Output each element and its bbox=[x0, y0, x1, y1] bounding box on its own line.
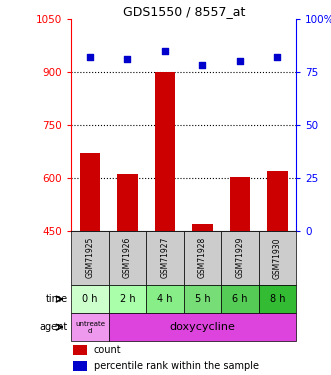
Point bbox=[87, 54, 93, 60]
Bar bbox=[221, 231, 259, 285]
Text: untreate
d: untreate d bbox=[75, 321, 105, 334]
Text: percentile rank within the sample: percentile rank within the sample bbox=[94, 361, 259, 371]
Text: GSM71930: GSM71930 bbox=[273, 237, 282, 279]
Text: 0 h: 0 h bbox=[82, 294, 98, 304]
Text: GSM71925: GSM71925 bbox=[85, 237, 94, 279]
Text: agent: agent bbox=[40, 322, 68, 332]
Bar bbox=[146, 231, 184, 285]
Point bbox=[275, 54, 280, 60]
Text: GSM71926: GSM71926 bbox=[123, 237, 132, 279]
Text: count: count bbox=[94, 345, 121, 355]
Text: 6 h: 6 h bbox=[232, 294, 248, 304]
Point bbox=[125, 56, 130, 62]
Text: 4 h: 4 h bbox=[157, 294, 173, 304]
Text: doxycycline: doxycycline bbox=[169, 322, 235, 332]
Bar bbox=[71, 231, 109, 285]
Point bbox=[237, 58, 243, 64]
Bar bbox=[184, 285, 221, 313]
Text: GSM71928: GSM71928 bbox=[198, 237, 207, 278]
Point bbox=[162, 48, 167, 54]
Bar bbox=[79, 153, 100, 231]
Bar bbox=[117, 174, 138, 231]
Text: 8 h: 8 h bbox=[270, 294, 285, 304]
Bar bbox=[109, 313, 296, 341]
Bar bbox=[259, 285, 296, 313]
Bar bbox=[71, 313, 109, 341]
Text: time: time bbox=[46, 294, 68, 304]
Bar bbox=[230, 177, 250, 231]
Text: 5 h: 5 h bbox=[195, 294, 210, 304]
Bar bbox=[259, 231, 296, 285]
Bar bbox=[109, 231, 146, 285]
Text: GSM71929: GSM71929 bbox=[235, 237, 245, 279]
Bar bbox=[184, 231, 221, 285]
Title: GDS1550 / 8557_at: GDS1550 / 8557_at bbox=[122, 4, 245, 18]
Bar bbox=[146, 285, 184, 313]
Bar bbox=[221, 285, 259, 313]
Bar bbox=[73, 361, 87, 371]
Bar bbox=[71, 285, 109, 313]
Bar bbox=[267, 171, 288, 231]
Text: 2 h: 2 h bbox=[119, 294, 135, 304]
Text: GSM71927: GSM71927 bbox=[161, 237, 169, 279]
Point bbox=[200, 62, 205, 68]
Bar bbox=[73, 345, 87, 355]
Bar bbox=[109, 285, 146, 313]
Bar bbox=[192, 224, 213, 231]
Bar bbox=[155, 72, 175, 231]
